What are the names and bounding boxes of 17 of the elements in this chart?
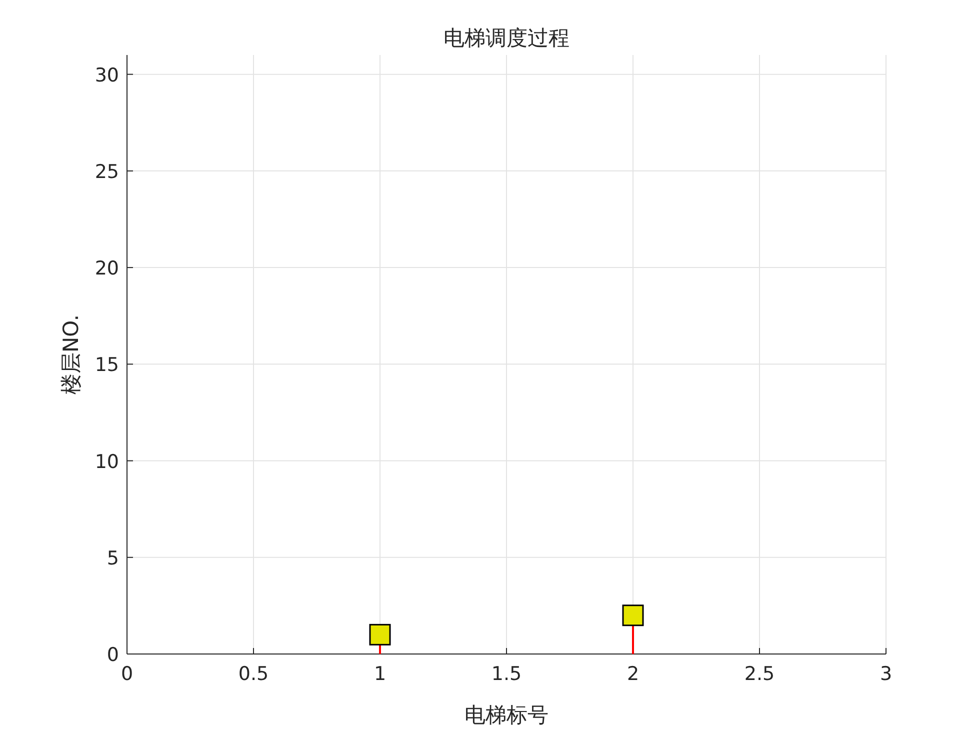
y-tick-label: 10 [94, 450, 119, 473]
chart-title: 电梯调度过程 [444, 26, 570, 50]
x-tick-label: 2 [626, 663, 640, 685]
x-tick-label: 3 [880, 663, 892, 685]
y-tick-label: 0 [106, 644, 119, 666]
x-axis-title: 电梯标号 [464, 703, 548, 727]
y-tick-label: 25 [94, 160, 119, 183]
y-tick-label: 5 [106, 547, 119, 570]
y-tick-label: 30 [94, 64, 119, 86]
x-tick-label: 1 [374, 663, 386, 685]
y-axis-title: 楼层NO. [59, 314, 83, 395]
y-tick-label: 15 [94, 354, 119, 376]
x-tick-label: 0 [120, 663, 134, 685]
x-tick-label: 0.5 [238, 663, 269, 685]
x-tick-label: 2.5 [744, 663, 775, 685]
x-tick-label: 1.5 [491, 663, 522, 685]
y-tick-label: 20 [94, 258, 119, 280]
